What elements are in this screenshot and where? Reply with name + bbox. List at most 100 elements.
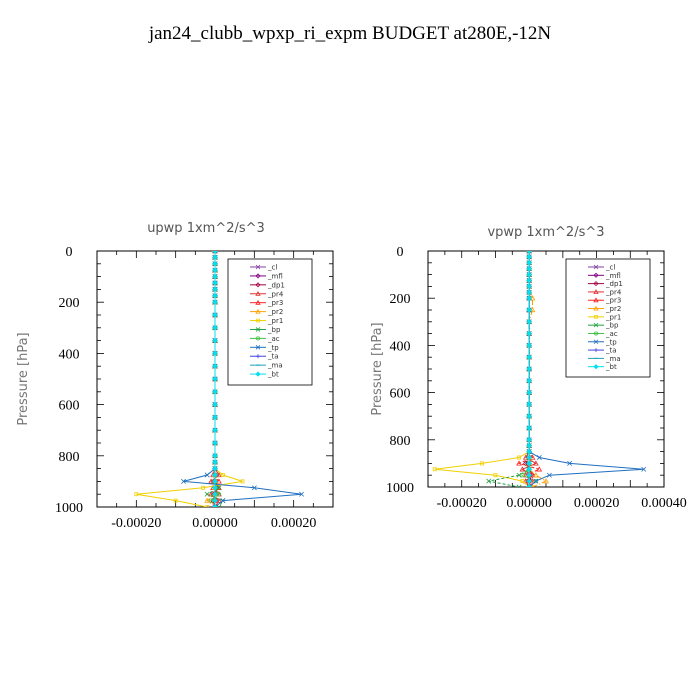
series-point-bt xyxy=(212,363,218,369)
panel-title: upwp 1xm^2/s^3 xyxy=(147,221,265,236)
series-point-pr3 xyxy=(536,466,543,472)
legend-label: _tp xyxy=(605,338,617,346)
legend-label: _dp1 xyxy=(267,281,285,289)
y-tick-label: 1000 xyxy=(386,481,414,496)
series-point-ac xyxy=(520,473,525,478)
series-point-bp xyxy=(516,472,522,478)
legend-marker xyxy=(593,305,599,311)
series-point-pr1 xyxy=(220,473,225,477)
series-line-pr1 xyxy=(434,251,530,487)
plot-area xyxy=(432,251,647,487)
series-point-pr4 xyxy=(519,466,526,472)
series-point-pr1 xyxy=(432,467,437,472)
legend-marker xyxy=(255,282,261,288)
series-point-bt xyxy=(212,251,218,254)
series-point-pr1 xyxy=(173,498,178,503)
upwp-panel: upwp 1xm^2/s^3 Pressure [hPa] 0 200 400 600 80… xyxy=(16,221,334,531)
legend-marker xyxy=(594,315,598,319)
legend-marker xyxy=(255,371,261,377)
series-point-pr2 xyxy=(533,472,539,478)
legend-label: _ta xyxy=(605,347,617,355)
series-point-bt xyxy=(526,283,532,290)
legend-marker xyxy=(594,348,598,353)
series-point-tp xyxy=(526,484,532,487)
y-tick-label: 400 xyxy=(59,347,80,362)
series-point-bt xyxy=(212,267,218,273)
legend-marker xyxy=(593,339,599,345)
legend-marker xyxy=(255,308,261,314)
legend-label: _pr3 xyxy=(267,299,283,307)
legend-label: _ta xyxy=(267,353,279,361)
legend-marker xyxy=(255,290,261,296)
legend-label: _bt xyxy=(267,371,279,379)
legend-label: _pr2 xyxy=(605,305,621,313)
series-point-bt xyxy=(526,413,532,419)
legend-marker xyxy=(255,327,261,332)
series-point-bt xyxy=(526,484,532,487)
legend-marker xyxy=(256,354,260,359)
series-point-pr1 xyxy=(134,492,139,497)
x-tick-label: 0.00040 xyxy=(641,496,687,511)
x-tick-label: -0.00020 xyxy=(437,496,487,511)
legend-marker xyxy=(255,299,261,305)
series-point-bt xyxy=(212,299,218,305)
series-point-bt xyxy=(212,491,218,497)
legend-marker xyxy=(593,364,599,370)
series-point-bt xyxy=(526,460,532,467)
series-point-bt xyxy=(526,251,532,254)
series-point-tp xyxy=(536,455,542,460)
series-point-pr4 xyxy=(216,497,222,503)
y-tick-label: 0 xyxy=(397,245,404,260)
legend-label: _pr1 xyxy=(605,313,621,321)
series-point-bt xyxy=(212,325,218,331)
legend-marker xyxy=(593,289,599,294)
series-point-bt xyxy=(212,465,218,472)
series-point-pr1 xyxy=(493,473,498,478)
legend-label: _tp xyxy=(267,344,279,352)
series-point-tp xyxy=(567,460,573,466)
series-point-bt xyxy=(526,425,532,431)
series-point-tp xyxy=(212,504,218,507)
legend-label: _dp1 xyxy=(605,280,623,288)
series-point-bt xyxy=(212,389,218,395)
legend-marker xyxy=(594,331,599,336)
y-tick-label: 200 xyxy=(59,296,80,311)
series-point-pr1 xyxy=(201,485,206,490)
legend-marker xyxy=(593,322,599,328)
series-point-bt xyxy=(212,401,218,408)
legend-label: _pr1 xyxy=(267,317,283,325)
series-point-tp xyxy=(533,478,539,484)
series-point-bt xyxy=(212,312,218,318)
y-axis-label: Pressure [hPa] xyxy=(16,332,31,425)
series-point-bt xyxy=(526,472,532,478)
x-tick-label: -0.00020 xyxy=(111,516,161,531)
series-point-bt xyxy=(526,448,532,455)
series-point-bt xyxy=(526,437,532,443)
series-point-bt xyxy=(526,254,532,260)
series-point-bp xyxy=(216,485,222,491)
legend-label: _pr4 xyxy=(267,290,284,298)
series-point-bt xyxy=(526,378,532,384)
legend-label: _cl xyxy=(605,264,615,272)
x-tick-label: 0.00020 xyxy=(271,516,317,531)
series-point-pr1 xyxy=(205,505,210,507)
series-point-bt xyxy=(526,295,532,301)
series-point-bt xyxy=(212,414,218,421)
legend-marker xyxy=(255,264,261,270)
legend-label: _ac xyxy=(267,335,280,343)
series-point-bt xyxy=(212,478,218,485)
series-point-bt xyxy=(526,319,532,325)
series-point-bt xyxy=(526,265,532,272)
series-point-bt xyxy=(526,478,532,484)
legend-label: _bp xyxy=(605,322,619,330)
series-point-bt xyxy=(526,366,532,372)
series-point-bp xyxy=(486,478,492,484)
series-point-bt xyxy=(526,330,532,337)
series-point-bt xyxy=(212,440,218,446)
series-point-tp xyxy=(181,478,187,484)
series-point-pr2 xyxy=(204,497,211,503)
series-point-bt xyxy=(212,459,218,465)
legend-label: _ma xyxy=(267,362,283,370)
legend-label: _mfl xyxy=(267,272,283,280)
